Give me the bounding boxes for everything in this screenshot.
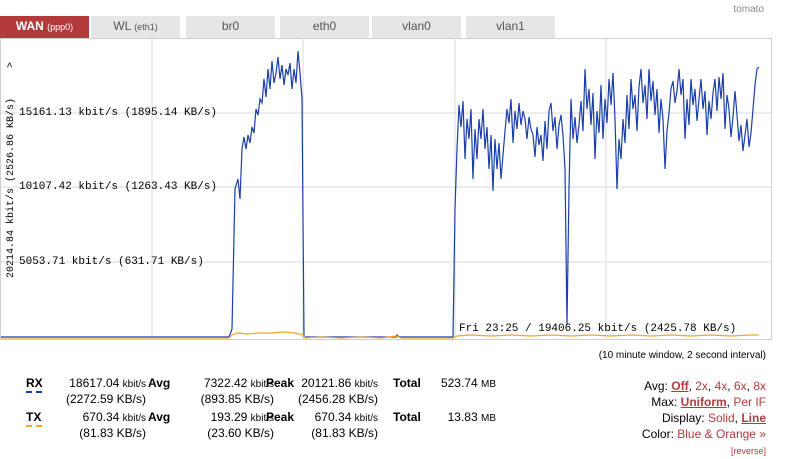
tab-vlan0[interactable]: vlan0: [372, 16, 462, 38]
tx-current-unit: kbit/s: [122, 413, 146, 424]
bandwidth-graph-svg: 15161.13 kbit/s (1895.14 KB/s) 10107.42 …: [1, 39, 771, 339]
y-axis-max-text: 20214.84 kbit/s (2526.86 KB/s): [5, 98, 16, 278]
rx-legend-swatch: [26, 391, 42, 393]
tab-br0-label: br0: [221, 19, 240, 33]
tab-wl[interactable]: WL (eth1): [91, 16, 181, 38]
rx-current-value: 18617.04: [69, 376, 120, 390]
tx-total-label: Total: [393, 410, 421, 424]
rx-avg: 7322.42 kbit/s: [174, 376, 274, 390]
tx-avg-unit: kbit/s: [250, 413, 274, 424]
cursor-label: Fri 23:25 / 19406.25 kbit/s (2425.78 KB/…: [459, 323, 736, 335]
display-option-solid[interactable]: Solid: [707, 411, 735, 425]
rx-avg-unit: kbit/s: [250, 379, 274, 390]
rx-label: RX: [26, 376, 43, 390]
rx-peak-value: 20121.86: [301, 376, 352, 390]
rx-current-unit: kbit/s: [122, 379, 146, 390]
color-control: Color: Blue & Orange »: [566, 426, 766, 442]
avg-option-6x[interactable]: 6x: [733, 379, 747, 393]
tab-eth0[interactable]: eth0: [280, 16, 370, 38]
tab-br0[interactable]: br0: [186, 16, 276, 38]
window-info: (10 minute window, 2 second interval): [598, 350, 766, 361]
hostname-label: tomato: [733, 4, 764, 15]
tx-stats-row: TX 670.34 kbit/s (81.83 KB/s) Avg 193.29…: [26, 410, 506, 444]
interface-tabs: WAN (ppp0) WL (eth1) br0 eth0 vlan0 vlan…: [0, 16, 788, 38]
tx-peak: 670.34 kbit/s: [278, 410, 378, 424]
rx-peak-label: Peak: [266, 376, 295, 390]
rx-avg-kb: (893.85 KB/s): [200, 392, 274, 406]
rx-current: 18617.04 kbit/s: [46, 376, 146, 390]
max-control-label: Max:: [651, 395, 678, 409]
tab-vlan1[interactable]: vlan1: [466, 16, 556, 38]
tx-series-line: [1, 331, 759, 339]
tx-peak-label: Peak: [266, 410, 295, 424]
tx-legend-swatch: [26, 425, 42, 427]
tab-wl-sub: (eth1): [134, 22, 158, 32]
tx-peak-kb: (81.83 KB/s): [311, 426, 378, 440]
gridline-label-3: 5053.71 kbit/s (631.71 KB/s): [19, 256, 204, 268]
avg-option-2x[interactable]: 2x: [695, 379, 708, 393]
rx-total-label: Total: [393, 376, 421, 390]
tx-peak-unit: kbit/s: [354, 413, 378, 424]
rx-series-line: [1, 50, 760, 338]
reverse-link[interactable]: [reverse]: [730, 446, 766, 456]
rx-avg-value: 7322.42: [203, 376, 248, 390]
tab-vlan0-label: vlan0: [402, 19, 431, 33]
tab-vlan1-label: vlan1: [496, 19, 525, 33]
rx-peak: 20121.86 kbit/s: [278, 376, 378, 390]
display-option-line[interactable]: Line: [741, 411, 766, 425]
color-control-label: Color:: [641, 427, 674, 441]
tx-peak-value: 670.34: [314, 410, 352, 424]
tx-total: 13.83 MB: [406, 410, 496, 424]
tx-avg-kb: (23.60 KB/s): [207, 426, 274, 440]
display-control: Display: Solid, Line: [661, 411, 766, 425]
rx-avg-label: Avg: [148, 376, 171, 390]
y-axis-max-label: 20214.84 kbit/s (2526.86 KB/s) >: [2, 38, 17, 340]
max-control: Max: Uniform, Per IF: [651, 395, 766, 409]
tab-wan[interactable]: WAN (ppp0): [0, 16, 90, 38]
tx-avg-label: Avg: [148, 410, 171, 424]
color-option[interactable]: Blue & Orange »: [677, 427, 766, 441]
gridline-label-2: 10107.42 kbit/s (1263.43 KB/s): [19, 181, 217, 193]
tx-current-value: 670.34: [82, 410, 120, 424]
graph-controls: Avg: Off, 2x, 4x, 6x, 8x Max: Uniform, P…: [566, 378, 766, 459]
reverse-control: [reverse]: [566, 442, 766, 459]
avg-control: Avg: Off, 2x, 4x, 6x, 8x: [644, 379, 766, 393]
avg-option-4x[interactable]: 4x: [714, 379, 728, 393]
avg-control-label: Avg:: [644, 379, 668, 393]
tab-wl-label: WL: [113, 19, 131, 33]
avg-option-off[interactable]: Off: [671, 379, 689, 393]
tx-total-unit: MB: [481, 413, 496, 424]
tx-label: TX: [26, 410, 42, 424]
bandwidth-graph[interactable]: 15161.13 kbit/s (1895.14 KB/s) 10107.42 …: [0, 38, 772, 340]
max-option-per-if[interactable]: Per IF: [733, 395, 766, 409]
tab-wan-sub: (ppp0): [47, 22, 74, 32]
tx-avg-value: 193.29: [210, 410, 248, 424]
rx-total-value: 523.74: [440, 376, 478, 390]
tx-current: 670.34 kbit/s: [46, 410, 146, 424]
avg-option-8x[interactable]: 8x: [753, 379, 766, 393]
tx-current-kb: (81.83 KB/s): [79, 426, 146, 440]
rx-total: 523.74 MB: [406, 376, 496, 390]
rx-current-kb: (2272.59 KB/s): [65, 392, 146, 406]
tx-avg: 193.29 kbit/s: [174, 410, 274, 424]
max-option-uniform[interactable]: Uniform: [680, 395, 727, 409]
display-control-label: Display:: [661, 411, 705, 425]
tab-eth0-label: eth0: [312, 19, 337, 33]
y-axis-arrow: >: [6, 62, 16, 68]
rx-peak-kb: (2456.28 KB/s): [297, 392, 378, 406]
gridline-label-1: 15161.13 kbit/s (1895.14 KB/s): [19, 107, 217, 119]
tx-total-value: 13.83: [447, 410, 478, 424]
tab-wan-label: WAN: [15, 19, 44, 33]
rx-peak-unit: kbit/s: [354, 379, 378, 390]
rx-stats-row: RX 18617.04 kbit/s (2272.59 KB/s) Avg 73…: [26, 376, 506, 410]
rx-total-unit: MB: [481, 379, 496, 390]
